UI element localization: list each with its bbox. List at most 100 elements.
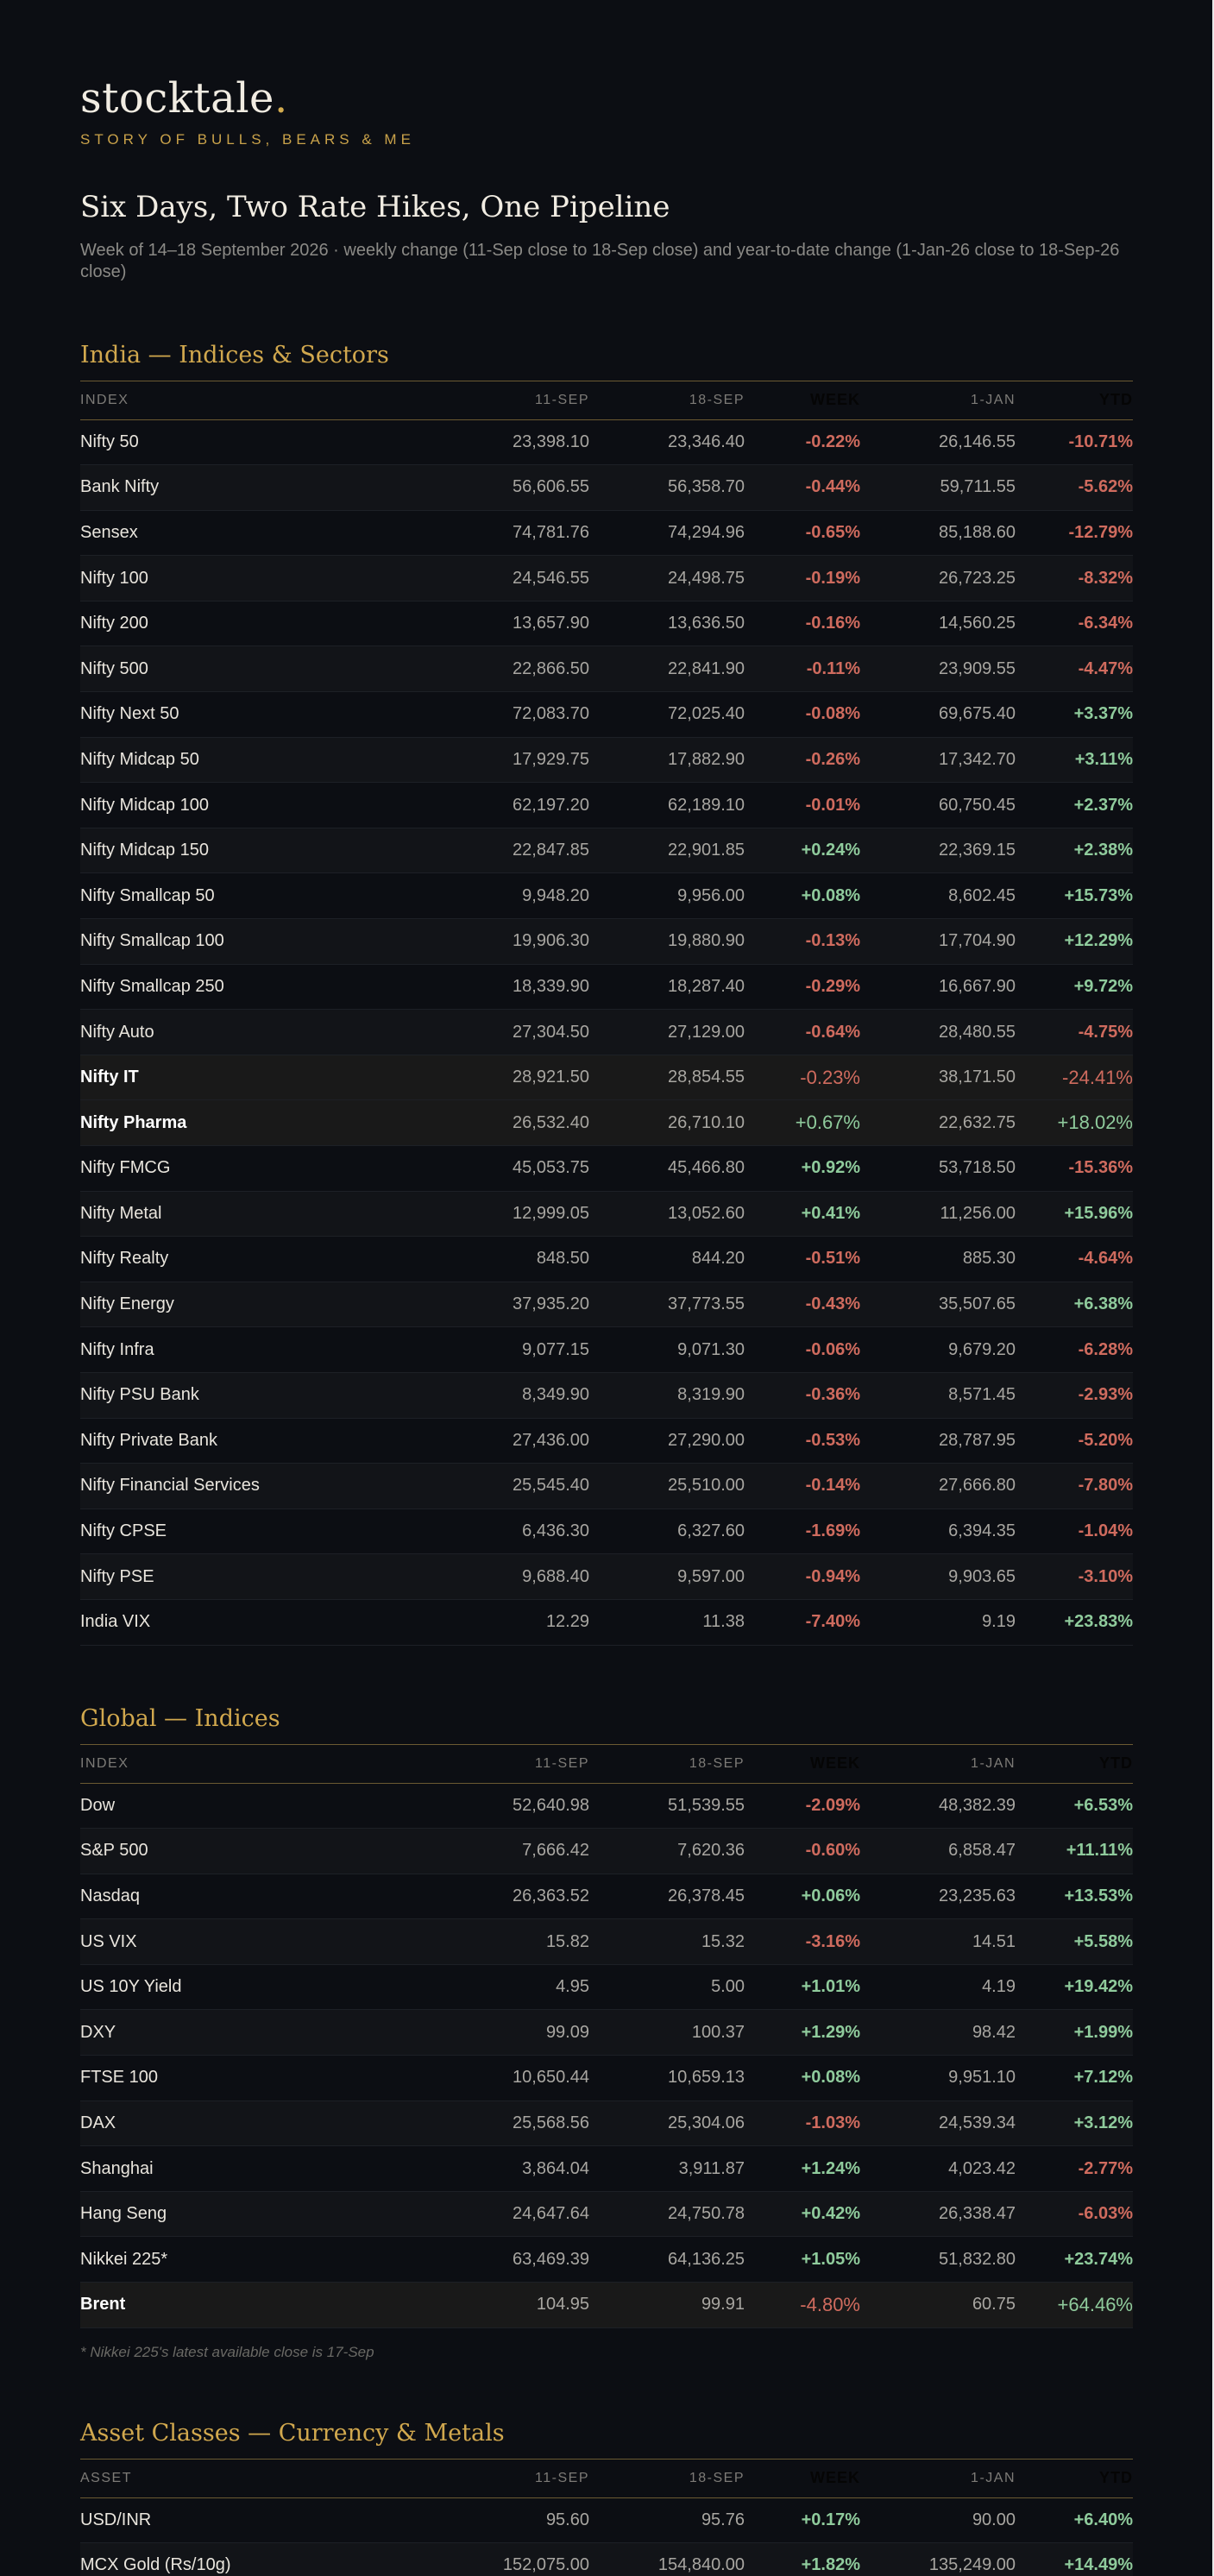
india-table-body: Nifty 50 23,398.10 23,346.40 -0.22% 26,146.5… [80, 419, 1133, 1646]
table-row[interactable]: FTSE 100 10,650.44 10,659.13 +0.08% 9,951.10… [80, 2056, 1133, 2101]
row-jan1-value: 135,249.00 [928, 2555, 1016, 2575]
row-week-change: +0.08% [801, 885, 860, 905]
india-section: India — Indices & Sectors INDEX 11-SEP 1… [80, 338, 1133, 1646]
row-sep11-value: 6,436.30 [522, 1521, 589, 1541]
table-row[interactable]: S&P 500 7,666.42 7,620.36 -0.60% 6,858.47 +11… [80, 1828, 1133, 1874]
row-name: US VIX [80, 1931, 137, 1951]
table-row[interactable]: Nifty 50 23,398.10 23,346.40 -0.22% 26,146.5… [80, 419, 1133, 465]
row-name: Nifty PSU Bank [80, 1385, 199, 1405]
row-week-change: -0.60% [805, 1841, 860, 1861]
table-row[interactable]: Nifty Midcap 100 62,197.20 62,189.10 -0.01%… [80, 783, 1133, 828]
row-ytd-change: +2.37% [1073, 795, 1133, 815]
col-header-ytd[interactable]: YTD [1016, 2459, 1133, 2498]
footnote: * Nikkei 225's latest available close is… [80, 2343, 374, 2360]
table-row[interactable]: Nifty Metal 12,999.05 13,052.60 +0.41% 11,25… [80, 1191, 1133, 1237]
table-row[interactable]: Brent 104.95 99.91 -4.80% 60.75 +64.46% [80, 2282, 1133, 2328]
row-sep11-value: 62,197.20 [513, 795, 589, 815]
row-sep11-value: 23,398.10 [513, 431, 589, 451]
table-row[interactable]: Nifty FMCG 45,053.75 45,466.80 +0.92% 53,718… [80, 1146, 1133, 1192]
row-name: Nifty PSE [80, 1566, 154, 1586]
table-row[interactable]: Dow 52,640.98 51,539.55 -2.09% 48,382.39 +6.5… [80, 1783, 1133, 1829]
table-row[interactable]: India VIX 12.29 11.38 -7.40% 9.19 +23.83% [80, 1599, 1133, 1646]
table-row[interactable]: Nikkei 225* 63,469.39 64,136.25 +1.05% 51,83… [80, 2237, 1133, 2283]
table-row[interactable]: Nifty Smallcap 50 9,948.20 9,956.00 +0.08% 8… [80, 873, 1133, 919]
section-title: Global — Indices [80, 1705, 280, 1732]
row-jan1-value: 4,023.42 [948, 2158, 1016, 2178]
table-row[interactable]: Nifty IT 28,921.50 28,854.55 -0.23% 38,171.5… [80, 1055, 1133, 1100]
row-ytd-change: -7.80% [1078, 1476, 1133, 1496]
table-row[interactable]: Nifty 200 13,657.90 13,636.50 -0.16% 14,560.… [80, 601, 1133, 646]
row-week-change: -0.08% [805, 704, 860, 724]
row-sep18-value: 154,840.00 [657, 2555, 745, 2575]
table-row[interactable]: Nifty Financial Services 25,545.40 25,510.… [80, 1463, 1133, 1509]
table-row[interactable]: Nifty 500 22,866.50 22,841.90 -0.11% 23,909.… [80, 646, 1133, 692]
table-header-row: INDEX 11-SEP 18-SEP WEEK 1-JAN YTD [80, 1745, 1133, 1784]
row-name: Nifty Financial Services [80, 1476, 260, 1496]
row-jan1-value: 11,256.00 [940, 1203, 1016, 1223]
table-row[interactable]: USD/INR 95.60 95.76 +0.17% 90.00 +6.40% [80, 2497, 1133, 2543]
brand-name: stocktale [80, 74, 274, 123]
col-header-jan1[interactable]: 1-JAN [860, 2459, 1016, 2498]
col-header-ytd[interactable]: YTD [1016, 1745, 1133, 1784]
table-row[interactable]: Nifty Midcap 50 17,929.75 17,882.90 -0.26% 1… [80, 737, 1133, 783]
table-row[interactable]: Nifty PSE 9,688.40 9,597.00 -0.94% 9,903.65 -… [80, 1553, 1133, 1600]
col-header-sep18[interactable]: 18-SEP [589, 1745, 745, 1784]
table-row[interactable]: Nifty Auto 27,304.50 27,129.00 -0.64% 28,480… [80, 1009, 1133, 1055]
assets-table: ASSET 11-SEP 18-SEP WEEK 1-JAN YTD USD/I… [80, 2459, 1133, 2576]
table-row[interactable]: Sensex 74,781.76 74,294.96 -0.65% 85,188.60 -… [80, 510, 1133, 556]
col-header-sep11[interactable]: 11-SEP [408, 2459, 589, 2498]
row-jan1-value: 90.00 [972, 2510, 1016, 2529]
row-name: Nifty IT [80, 1068, 139, 1087]
row-ytd-change: -5.20% [1078, 1430, 1133, 1450]
table-row[interactable]: DXY 99.09 100.37 +1.29% 98.42 +1.99% [80, 2009, 1133, 2056]
table-row[interactable]: US VIX 15.82 15.32 -3.16% 14.51 +5.58% [80, 1918, 1133, 1965]
col-header-jan1[interactable]: 1-JAN [860, 1745, 1016, 1784]
table-row[interactable]: Nifty PSU Bank 8,349.90 8,319.90 -0.36% 8,57… [80, 1372, 1133, 1419]
col-header-name[interactable]: INDEX [80, 1745, 408, 1784]
row-ytd-change: -4.47% [1078, 658, 1133, 678]
row-sep18-value: 95.76 [701, 2510, 745, 2529]
table-row[interactable]: US 10Y Yield 4.95 5.00 +1.01% 4.19 +19.42% [80, 1964, 1133, 2010]
table-row[interactable]: Bank Nifty 56,606.55 56,358.70 -0.44% 59,711… [80, 464, 1133, 511]
row-ytd-change: +2.38% [1073, 841, 1133, 860]
col-header-jan1[interactable]: 1-JAN [860, 381, 1016, 420]
row-ytd-change: +7.12% [1073, 2068, 1133, 2088]
col-header-sep18[interactable]: 18-SEP [589, 381, 745, 420]
table-row[interactable]: Nasdaq 26,363.52 26,378.45 +0.06% 23,235.63 +… [80, 1874, 1133, 1919]
col-header-week[interactable]: WEEK [745, 1745, 860, 1784]
table-row[interactable]: Nifty Midcap 150 22,847.85 22,901.85 +0.24%… [80, 828, 1133, 873]
table-row[interactable]: Nifty 100 24,546.55 24,498.75 -0.19% 26,723.… [80, 555, 1133, 601]
table-row[interactable]: Nifty CPSE 6,436.30 6,327.60 -1.69% 6,394.35… [80, 1508, 1133, 1554]
table-row[interactable]: Hang Seng 24,647.64 24,750.78 +0.42% 26,338.… [80, 2191, 1133, 2237]
brand-logo[interactable]: stocktale. [80, 74, 288, 123]
col-header-ytd[interactable]: YTD [1016, 381, 1133, 420]
row-sep11-value: 22,847.85 [513, 841, 589, 860]
col-header-name[interactable]: ASSET [80, 2459, 408, 2498]
row-name: MCX Gold (Rs/10g) [80, 2555, 231, 2575]
table-row[interactable]: DAX 25,568.56 25,304.06 -1.03% 24,539.34 +3.1… [80, 2100, 1133, 2146]
row-week-change: -0.43% [805, 1294, 860, 1314]
table-row[interactable]: Nifty Next 50 72,083.70 72,025.40 -0.08% 69,… [80, 692, 1133, 738]
row-ytd-change: -6.34% [1078, 614, 1133, 633]
assets-section: Asset Classes — Currency & Metals ASSET … [80, 2416, 1133, 2576]
table-row[interactable]: Nifty Smallcap 250 18,339.90 18,287.40 -0.2… [80, 964, 1133, 1010]
row-week-change: -1.03% [805, 2113, 860, 2132]
table-row[interactable]: Nifty Energy 37,935.20 37,773.55 -0.43% 35,5… [80, 1282, 1133, 1327]
table-row[interactable]: Nifty Pharma 26,532.40 26,710.10 +0.67% 22,6… [80, 1099, 1133, 1146]
table-row[interactable]: Shanghai 3,864.04 3,911.87 +1.24% 4,023.42 -2… [80, 2146, 1133, 2192]
table-row[interactable]: Nifty Realty 848.50 844.20 -0.51% 885.30 -4.6… [80, 1237, 1133, 1282]
table-row[interactable]: MCX Gold (Rs/10g) 152,075.00 154,840.00 +1.… [80, 2542, 1133, 2576]
table-row[interactable]: Nifty Private Bank 27,436.00 27,290.00 -0.5… [80, 1418, 1133, 1464]
col-header-name[interactable]: INDEX [80, 381, 408, 420]
table-row[interactable]: Nifty Infra 9,077.15 9,071.30 -0.06% 9,679.2… [80, 1327, 1133, 1373]
col-header-week[interactable]: WEEK [745, 2459, 860, 2498]
row-sep11-value: 45,053.75 [513, 1158, 589, 1178]
row-sep18-value: 13,052.60 [668, 1203, 745, 1223]
row-name: Shanghai [80, 2158, 154, 2178]
col-header-week[interactable]: WEEK [745, 381, 860, 420]
col-header-sep11[interactable]: 11-SEP [408, 1745, 589, 1784]
col-header-sep11[interactable]: 11-SEP [408, 381, 589, 420]
table-row[interactable]: Nifty Smallcap 100 19,906.30 19,880.90 -0.1… [80, 918, 1133, 965]
row-ytd-change: +15.96% [1064, 1203, 1133, 1223]
col-header-sep18[interactable]: 18-SEP [589, 2459, 745, 2498]
